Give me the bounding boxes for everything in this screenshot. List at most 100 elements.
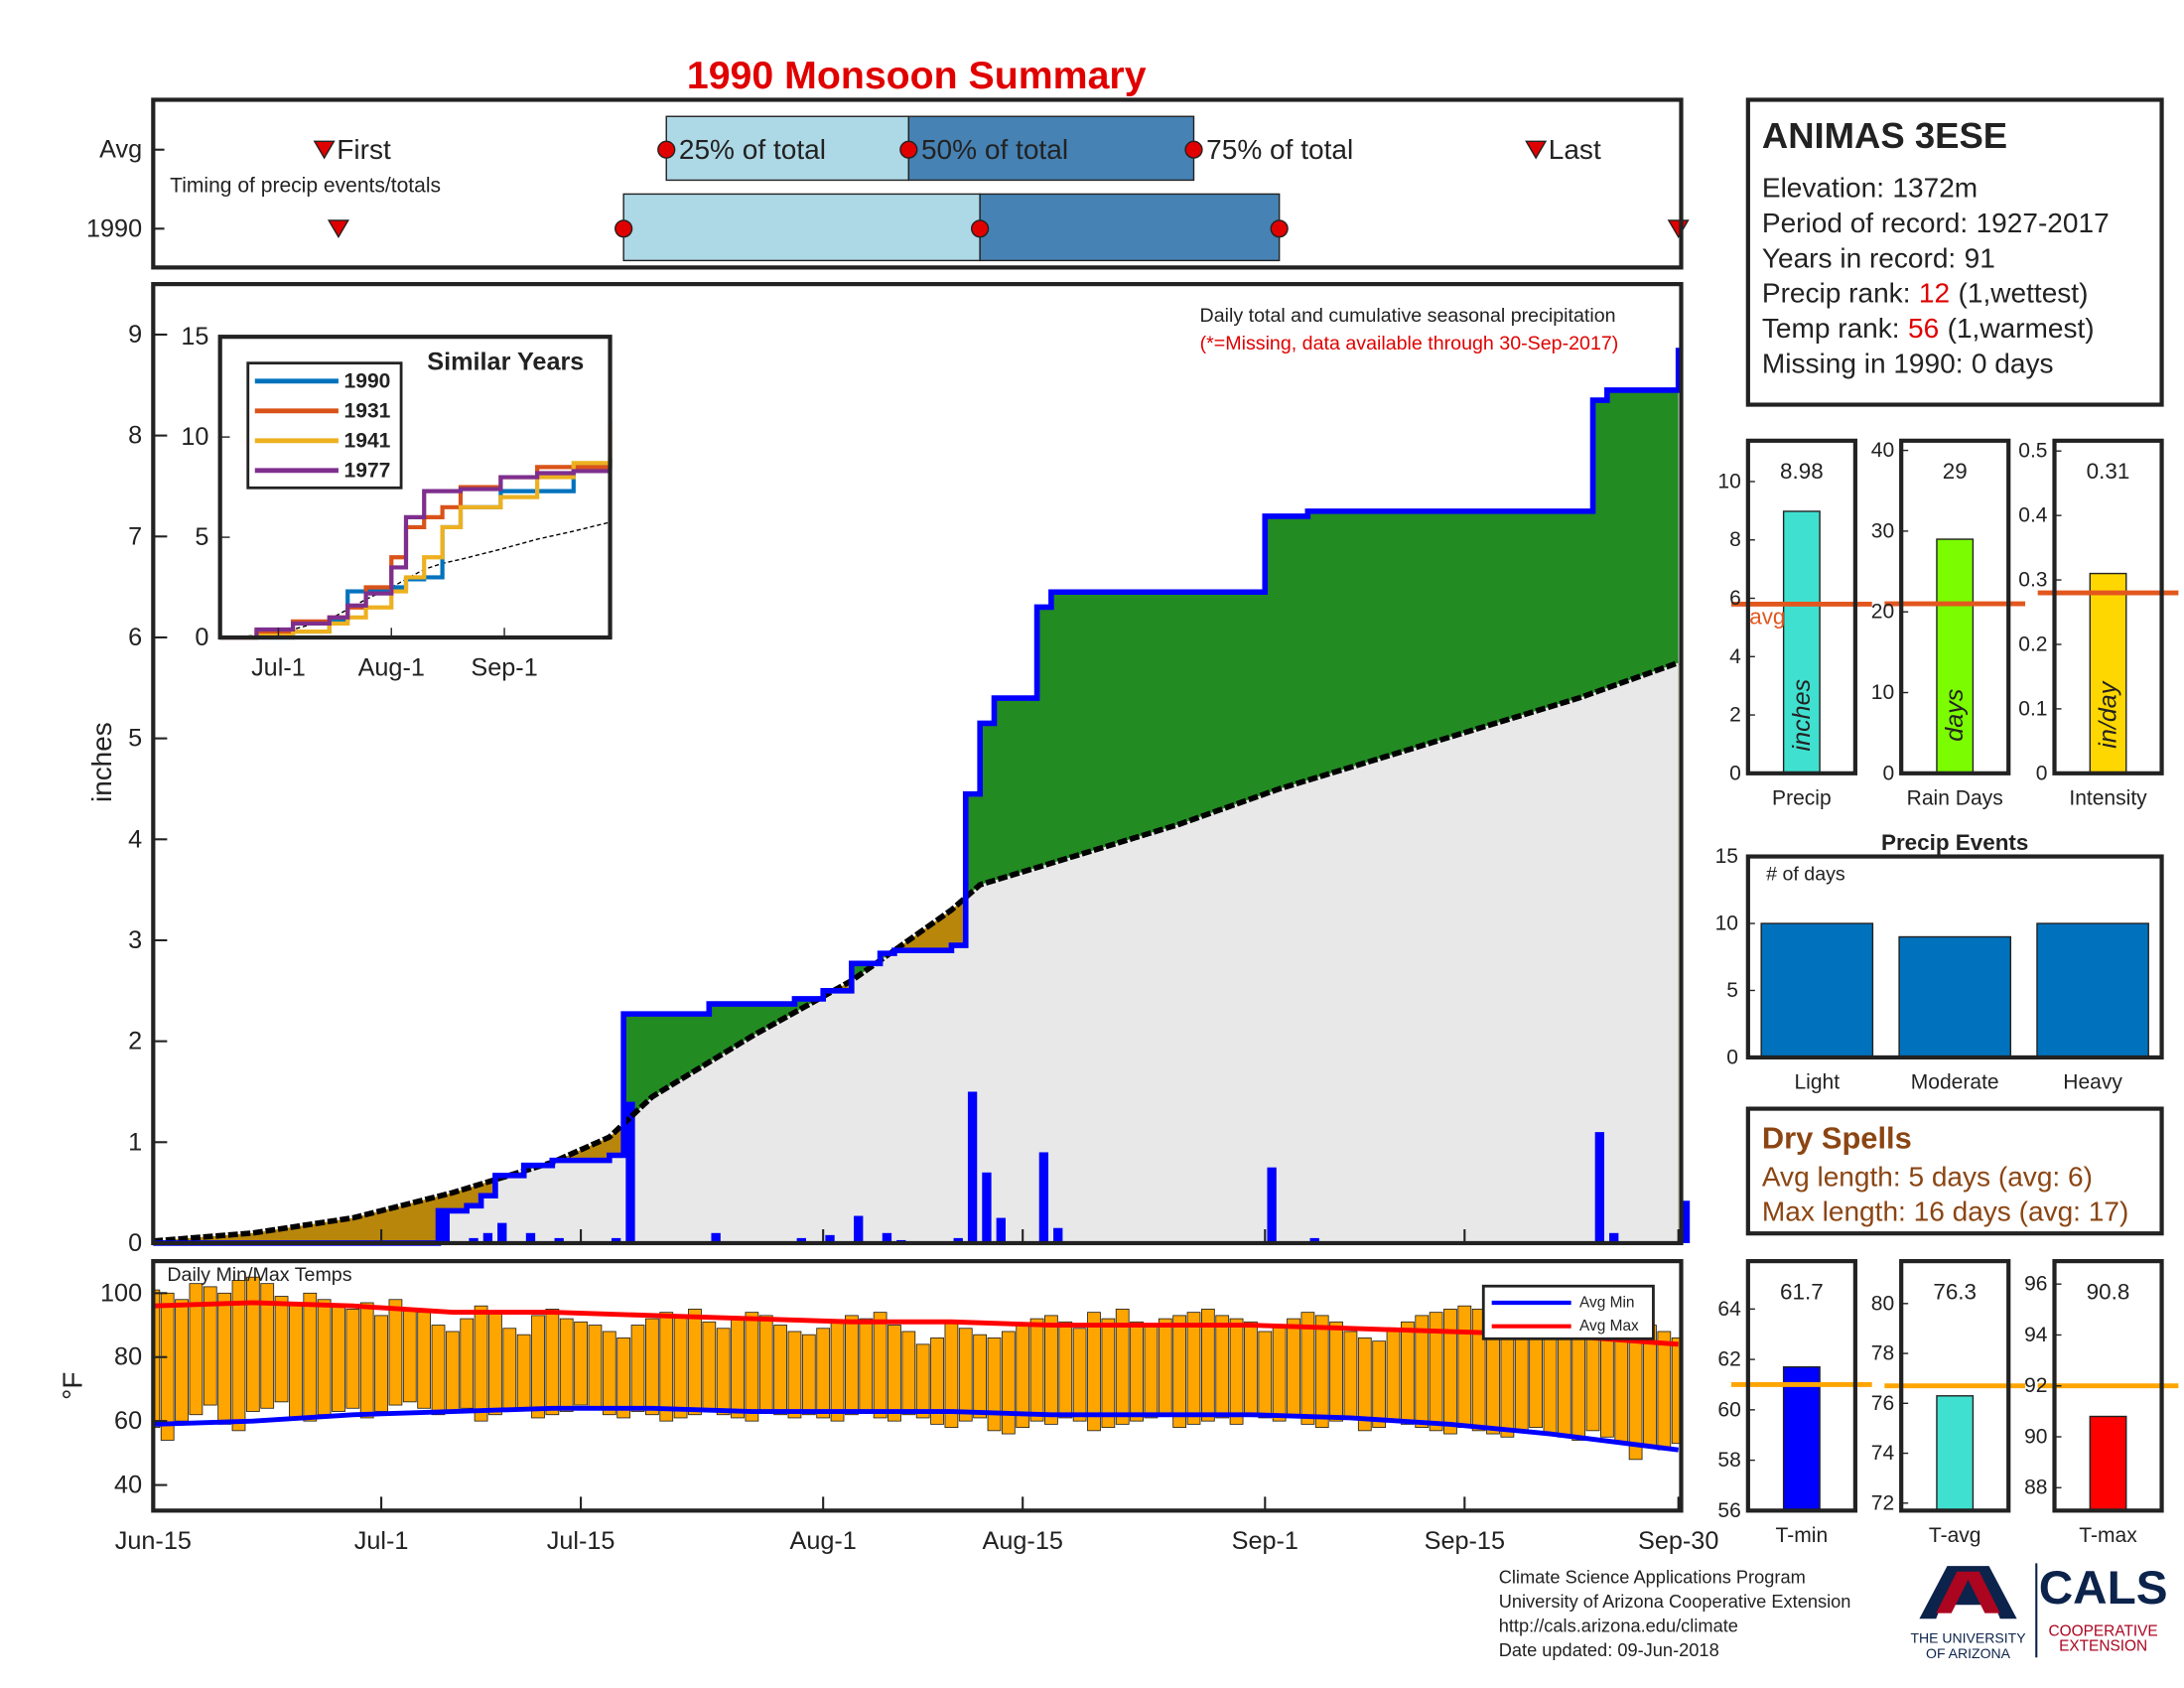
daily-precip-bar: [1038, 1152, 1049, 1243]
temp-bar: [659, 1312, 674, 1422]
temp-bar: [1029, 1318, 1044, 1422]
inset-x-tick-label: Aug-1: [358, 654, 425, 682]
temp-bar: [359, 1302, 374, 1419]
y-tick-label: 90: [2024, 1426, 2047, 1449]
legend-box: [1481, 1284, 1655, 1340]
temp-bar: [388, 1299, 403, 1406]
quartile-marker: [1270, 219, 1289, 238]
average-label: avg: [1749, 604, 1785, 629]
summary-value: 61.7: [1780, 1279, 1824, 1304]
temp-bar: [787, 1331, 802, 1419]
y-axis-label: inches: [86, 722, 117, 802]
temp-bar: [859, 1318, 874, 1412]
temp-bar: [1200, 1309, 1215, 1422]
temp-bar: [1115, 1309, 1130, 1425]
y-tick-label: 6: [128, 624, 142, 651]
marker-label: 75% of total: [1206, 134, 1353, 165]
temp-bar: [987, 1336, 1002, 1432]
summary-bar: [2089, 572, 2127, 774]
summary-unit: in/day: [2094, 680, 2121, 748]
temp-bar: [1671, 1336, 1682, 1445]
temp-bar: [445, 1331, 460, 1412]
chart-title: Precip Events: [1881, 830, 2028, 855]
summary-bar: [1782, 1366, 1821, 1512]
y-tick-label: 0: [1729, 762, 1741, 784]
y-tick-label: 62: [1717, 1348, 1740, 1371]
chart-note: Daily total and cumulative seasonal prec…: [1200, 305, 1616, 327]
summary-frame: [2052, 438, 2164, 775]
temp-bar: [153, 1289, 161, 1429]
station-line: Period of record: 1927-2017: [1762, 207, 2110, 237]
summary-frame: [1745, 1259, 1857, 1513]
average-cumulative-line: [153, 659, 1680, 1244]
summary-value: 29: [1943, 459, 1968, 484]
y-tick-label: 10: [1715, 913, 1738, 935]
y-tick-label: 30: [1871, 519, 1894, 542]
y-tick-label: 78: [1871, 1342, 1894, 1365]
y-tick-label: 80: [1871, 1292, 1894, 1315]
temp-bar: [702, 1321, 717, 1412]
temp-bar: [1172, 1315, 1187, 1429]
x-tick-label: Jul-1: [354, 1527, 409, 1555]
y-tick-label: 9: [128, 321, 142, 349]
quartile-marker: [657, 140, 676, 159]
temp-bar: [1314, 1315, 1329, 1429]
temp-bar: [602, 1331, 616, 1416]
quartile-box: [622, 193, 981, 262]
temp-bar: [431, 1325, 446, 1416]
y-tick-label: 10: [1871, 681, 1894, 704]
daily-precip-bar: [497, 1222, 507, 1243]
summary-label: Intensity: [2069, 786, 2147, 809]
temp-bar: [630, 1325, 645, 1412]
marker-label: First: [337, 134, 391, 165]
temp-bar: [474, 1305, 488, 1422]
y-tick-label: 0.1: [2018, 697, 2047, 720]
temp-bar: [531, 1315, 545, 1419]
y-tick-label: 100: [100, 1279, 142, 1307]
daily-precip-bar: [967, 1091, 978, 1243]
y-tick-label: 0.5: [2018, 440, 2047, 463]
event-marker: [313, 140, 336, 160]
temp-bar: [673, 1315, 688, 1419]
station-box: [1745, 97, 2164, 407]
y-tick-label: 40: [114, 1472, 142, 1499]
temp-bar: [1272, 1325, 1287, 1422]
temp-bar: [731, 1318, 745, 1419]
y-tick-label: 88: [2024, 1477, 2047, 1499]
legend-label: 1941: [344, 429, 391, 452]
summary-value: 76.3: [1933, 1279, 1977, 1304]
legend-box: [246, 361, 403, 490]
inset-title: Similar Years: [427, 348, 584, 375]
temp-bar: [402, 1309, 417, 1403]
station-label: Period of record:: [1762, 207, 1968, 237]
temp-bar: [1329, 1321, 1343, 1422]
station-value: 0 days: [1972, 348, 2054, 378]
plot-frame: [151, 282, 1684, 1246]
daily-precip-bar: [953, 1237, 963, 1243]
temp-bar: [303, 1292, 318, 1422]
y-tick-label: 7: [128, 522, 142, 550]
summary-frame: [2052, 1259, 2164, 1513]
temp-bar: [873, 1312, 887, 1419]
station-label: Elevation:: [1762, 172, 1884, 203]
y-tick-label: 40: [1871, 439, 1894, 462]
temp-bar: [973, 1334, 988, 1419]
y-tick-label: 92: [2024, 1374, 2047, 1397]
daily-precip-bar: [1309, 1237, 1319, 1243]
y-tick-label: 56: [1717, 1499, 1740, 1522]
x-tick-label: Light: [1794, 1071, 1840, 1094]
temp-bar: [189, 1283, 204, 1416]
temp-bar: [716, 1328, 731, 1416]
quartile-box: [907, 115, 1195, 182]
daily-precip-bar: [469, 1237, 478, 1243]
temp-bar: [274, 1296, 289, 1403]
y-tick-label: 1: [128, 1128, 142, 1156]
station-line: Precip rank: 12 (1,wettest): [1762, 277, 2089, 308]
event-marker: [1525, 140, 1548, 160]
summary-unit: inches: [1788, 678, 1816, 751]
temp-bar: [1514, 1328, 1529, 1432]
temp-bar: [332, 1305, 345, 1412]
temp-bar: [516, 1334, 531, 1409]
